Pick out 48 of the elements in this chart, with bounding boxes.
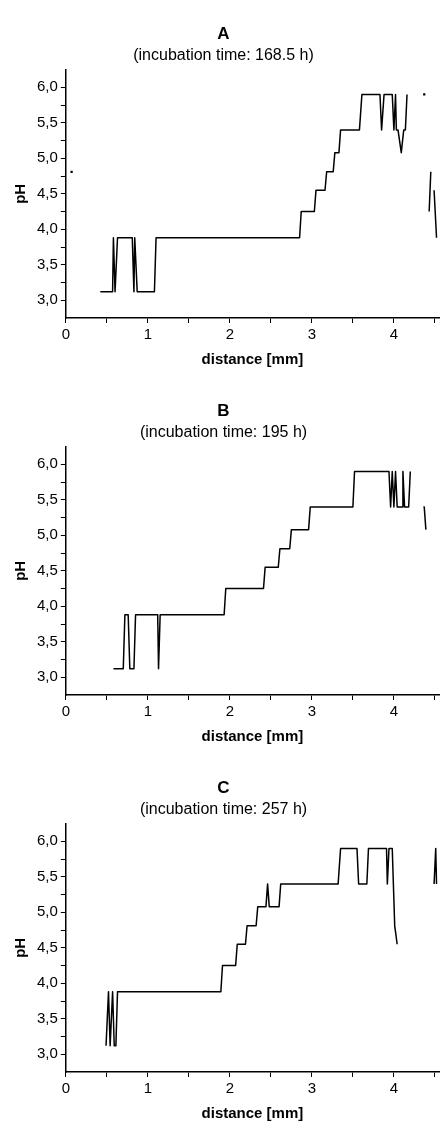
y-tick-label: 4,0 [36, 596, 58, 614]
x-tick-label: 3 [307, 1079, 317, 1097]
chart-subtitle: (incubation time: 195 h) [139, 423, 308, 441]
y-tick-label: 5,5 [36, 489, 58, 507]
y-tick-label: 3,5 [36, 1008, 58, 1026]
chart-subtitle: (incubation time: 257 h) [139, 800, 308, 818]
chart-title: B [217, 400, 230, 420]
y-tick-label: 5,0 [36, 525, 58, 543]
y-tick-label: 3,5 [36, 631, 58, 649]
x-tick-label: 3 [307, 702, 317, 720]
x-tick-label: 0 [61, 702, 71, 720]
y-tick-label: 5,0 [36, 902, 58, 920]
x-tick-label: 1 [143, 702, 153, 720]
y-tick-label: 6,0 [36, 454, 58, 472]
x-axis-title: distance [mm] [201, 1104, 304, 1122]
x-tick-label: 3 [307, 325, 317, 343]
x-tick-label: 2 [225, 325, 235, 343]
x-axis-title: distance [mm] [201, 350, 304, 368]
x-axis-title: distance [mm] [201, 727, 304, 745]
y-axis-title: pH [11, 560, 29, 581]
chart-subtitle: (incubation time: 168.5 h) [133, 46, 314, 64]
y-tick-label: 3,0 [36, 667, 58, 685]
y-tick-label: 6,0 [36, 77, 58, 95]
y-tick-label: 5,5 [36, 866, 58, 884]
y-tick-label: 4,5 [36, 560, 58, 578]
y-tick-label: 4,0 [36, 219, 58, 237]
chart-title: C [217, 777, 230, 797]
x-tick-label: 1 [143, 1079, 153, 1097]
x-tick-label: 4 [389, 325, 399, 343]
y-axis-title: pH [11, 183, 29, 204]
x-tick-label: 1 [143, 325, 153, 343]
chart-title: A [217, 23, 230, 43]
x-tick-label: 4 [389, 1079, 399, 1097]
x-tick-label: 4 [389, 702, 399, 720]
x-tick-label: 0 [61, 1079, 71, 1097]
y-tick-label: 5,0 [36, 148, 58, 166]
y-tick-label: 3,0 [36, 1044, 58, 1062]
x-tick-label: 0 [61, 325, 71, 343]
y-tick-label: 4,5 [36, 183, 58, 201]
x-tick-label: 2 [225, 702, 235, 720]
y-tick-label: 6,0 [36, 831, 58, 849]
x-tick-label: 2 [225, 1079, 235, 1097]
y-tick-label: 3,5 [36, 254, 58, 272]
y-tick-label: 4,5 [36, 937, 58, 955]
y-axis-title: pH [11, 937, 29, 958]
y-tick-label: 4,0 [36, 973, 58, 991]
y-tick-label: 5,5 [36, 112, 58, 130]
y-tick-label: 3,0 [36, 290, 58, 308]
